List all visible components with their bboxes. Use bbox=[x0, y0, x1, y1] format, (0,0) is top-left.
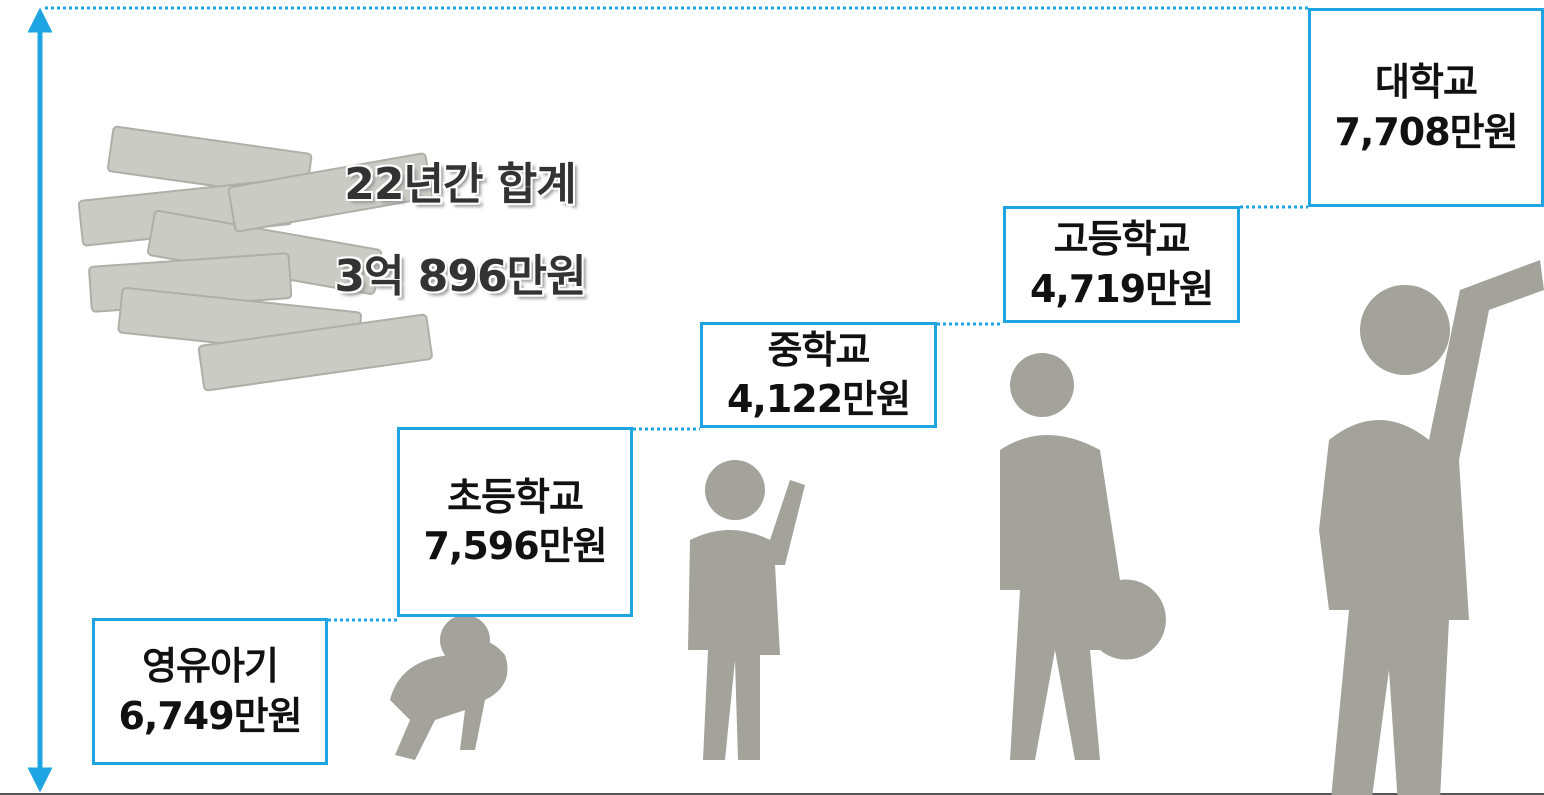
stage-box: 초등학교 7,596만원 bbox=[397, 427, 633, 617]
silhouettes bbox=[390, 260, 1544, 795]
stage-amount: 7,708만원 bbox=[1334, 109, 1518, 154]
baby bbox=[390, 615, 508, 760]
stage-box: 대학교 7,708만원 bbox=[1308, 8, 1544, 207]
stage-name: 대학교 bbox=[1375, 60, 1478, 105]
stage-name: 초등학교 bbox=[447, 474, 584, 519]
stage-name: 고등학교 bbox=[1053, 217, 1191, 262]
dotted-connectors bbox=[45, 6, 1308, 622]
total-amount: 3억 896만원 bbox=[334, 251, 586, 302]
stage-box: 영유아기 6,749만원 bbox=[92, 618, 328, 765]
teen bbox=[1000, 353, 1166, 760]
stage-amount: 4,122만원 bbox=[726, 377, 911, 421]
stage-name: 중학교 bbox=[767, 327, 871, 372]
money-stack bbox=[77, 125, 434, 392]
adult bbox=[1319, 260, 1544, 795]
stage-amount: 4,719만원 bbox=[1029, 266, 1214, 311]
stage-box: 고등학교 4,719만원 bbox=[1003, 206, 1240, 323]
child bbox=[688, 460, 805, 760]
stage-amount: 7,596만원 bbox=[423, 524, 607, 568]
total-label: 22년간 합계 bbox=[344, 159, 576, 210]
stage-box: 중학교 4,122만원 bbox=[700, 322, 937, 428]
stage-amount: 6,749만원 bbox=[118, 693, 302, 738]
stage-name: 영유아기 bbox=[142, 644, 279, 689]
